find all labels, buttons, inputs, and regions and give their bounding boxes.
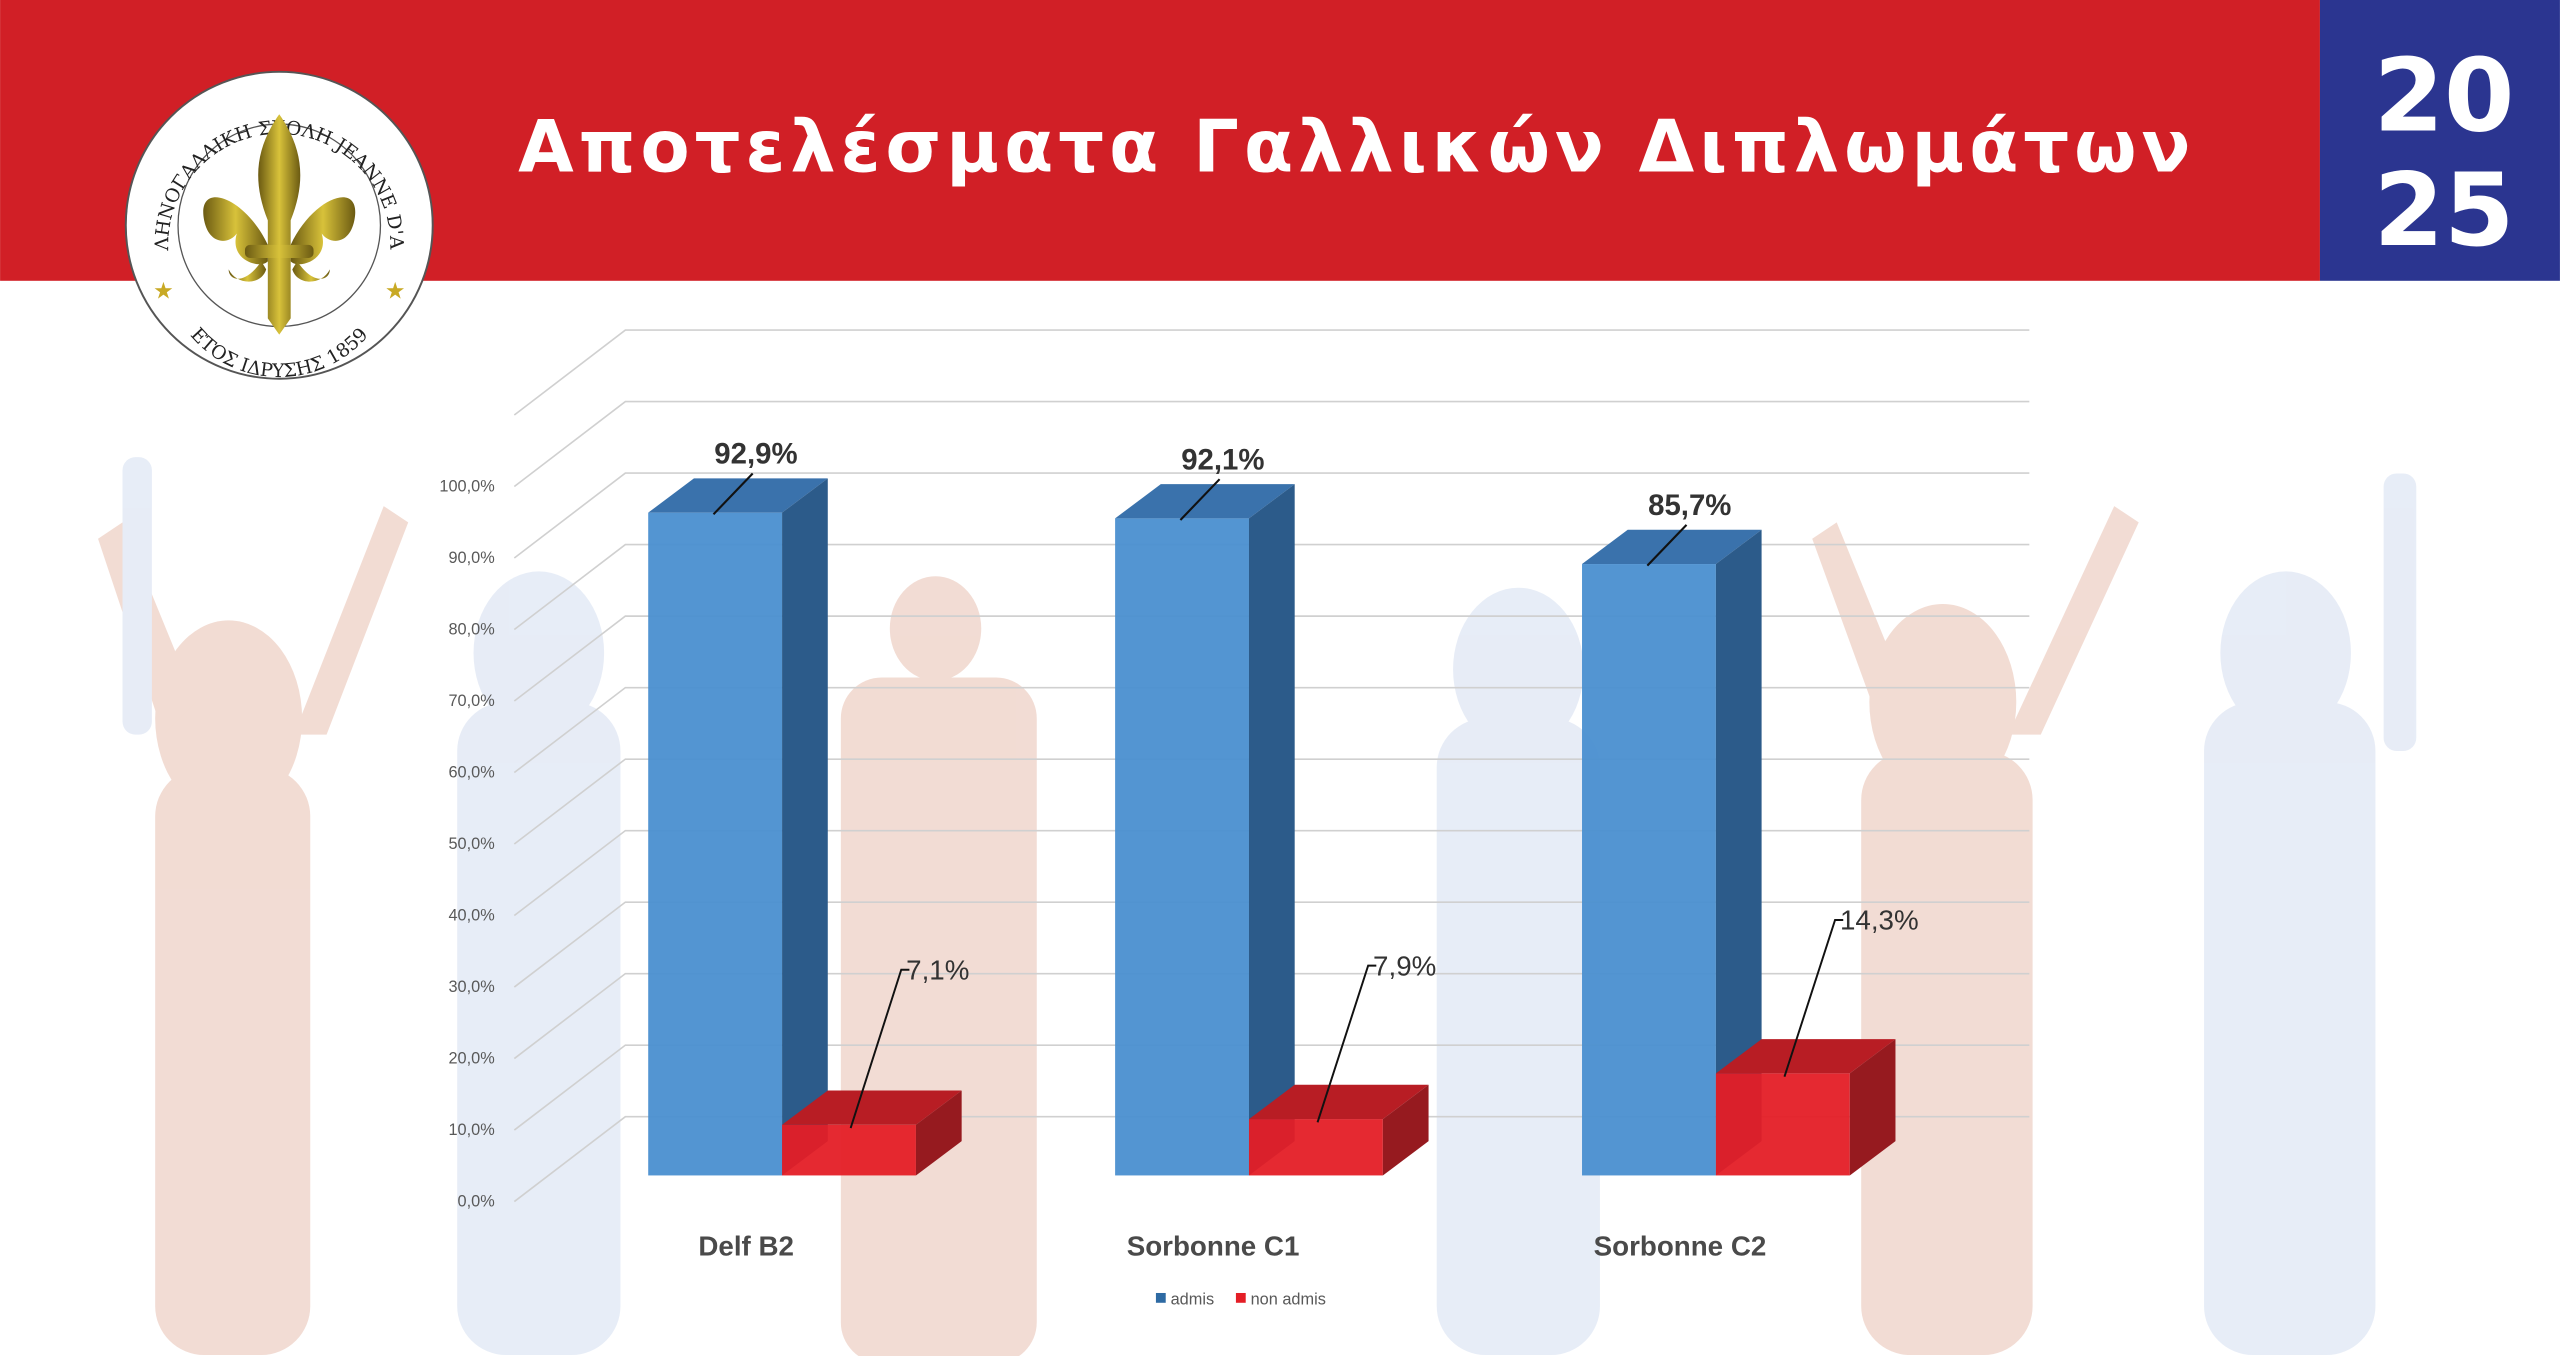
- gridline: [513, 686, 2030, 774]
- bar-front: [1248, 1119, 1383, 1176]
- y-tick-label: 80,0%: [448, 620, 494, 638]
- bar-non-admis-0: 7,1%: [782, 955, 969, 1176]
- chart: 0,0% 10,0% 20,0% 30,0% 40,0% 50,0% 60,0% 70,0% 8…: [439, 329, 2030, 1308]
- gridline: [513, 1044, 2030, 1131]
- legend-label-non-admis: non admis: [1251, 1290, 1326, 1308]
- gridline: [513, 615, 2030, 702]
- y-tick-label: 50,0%: [448, 835, 494, 853]
- bar-top: [1715, 1039, 1896, 1074]
- gridline: [513, 329, 2030, 416]
- leader-line: [1646, 524, 1688, 567]
- leader-line: [1783, 918, 1844, 1077]
- star-icon: ★: [153, 279, 173, 304]
- fleur-de-lis-icon: [203, 114, 356, 335]
- bar-top: [782, 1090, 962, 1125]
- bar-admis-2: 85,7%: [1582, 489, 1762, 1176]
- gridline: [513, 901, 2030, 988]
- bar-admis-1: 92,1%: [1115, 443, 1295, 1176]
- legend-swatch-admis: [1155, 1292, 1166, 1303]
- bar-side: [1715, 529, 1762, 1176]
- bar-top: [648, 478, 828, 513]
- gridline: [513, 829, 2030, 917]
- bar-front: [1715, 1073, 1850, 1176]
- bar-front: [782, 1124, 916, 1176]
- bar-side: [1248, 484, 1295, 1176]
- y-tick-label: 90,0%: [448, 549, 494, 567]
- y-tick-label: 10,0%: [448, 1121, 494, 1139]
- bar-non-admis-1: 7,9%: [1248, 950, 1436, 1176]
- category-label: Delf B2: [698, 1230, 794, 1261]
- bar-top: [1248, 1084, 1429, 1120]
- bar-front: [648, 512, 783, 1176]
- data-label: 85,7%: [1648, 489, 1731, 522]
- bar-top: [1115, 484, 1295, 519]
- gridline: [513, 400, 2030, 488]
- leader-line: [1179, 478, 1221, 521]
- bar-side: [1382, 1084, 1429, 1176]
- gridlines: [513, 329, 2030, 1203]
- gridline: [513, 972, 2030, 1060]
- bar-admis-0: 92,9%: [648, 438, 828, 1176]
- year-box: [2319, 0, 2560, 281]
- year-bottom: 25: [2374, 151, 2515, 269]
- data-label: 7,9%: [1373, 950, 1436, 981]
- bar-side: [782, 478, 828, 1176]
- bar-side: [915, 1090, 962, 1176]
- x-axis-categories: Delf B2 Sorbonne C1 Sorbonne C2: [698, 1230, 1766, 1261]
- data-label: 14,3%: [1840, 905, 1919, 936]
- legend-label-admis: admis: [1171, 1290, 1215, 1308]
- bar-front: [1115, 518, 1249, 1176]
- year-top: 20: [2374, 37, 2515, 155]
- category-label: Sorbonne C1: [1127, 1230, 1300, 1261]
- bar-top: [1582, 529, 1762, 565]
- y-tick-label: 30,0%: [448, 978, 494, 996]
- bar-front: [1582, 564, 1716, 1176]
- data-label: 7,1%: [906, 955, 969, 986]
- y-tick-label: 0,0%: [458, 1192, 495, 1210]
- leader-line: [1316, 964, 1377, 1123]
- y-tick-label: 20,0%: [448, 1049, 494, 1067]
- bar-non-admis-2: 14,3%: [1715, 905, 1919, 1176]
- star-icon: ★: [385, 279, 405, 304]
- category-label: Sorbonne C2: [1594, 1230, 1767, 1261]
- data-label: 92,1%: [1181, 443, 1264, 476]
- gridline: [513, 472, 2030, 559]
- data-label: 92,9%: [714, 438, 797, 471]
- gridline: [513, 543, 2030, 631]
- legend: admis non admis: [1155, 1290, 1326, 1308]
- leader-line: [712, 472, 754, 516]
- y-tick-label: 100,0%: [439, 477, 494, 495]
- y-tick-label: 60,0%: [448, 763, 494, 781]
- gridline: [513, 758, 2030, 845]
- leader-line: [849, 968, 910, 1129]
- bar-side: [1849, 1039, 1896, 1176]
- page-title: Αποτελέσματα Γαλλικών Διπλωμάτων: [518, 104, 2195, 188]
- y-axis-ticks: 0,0% 10,0% 20,0% 30,0% 40,0% 50,0% 60,0% 70,0% 8…: [439, 477, 494, 1210]
- legend-swatch-non-admis: [1235, 1292, 1246, 1303]
- gridline: [513, 1115, 2030, 1203]
- bars: 92,9% 7,1% 92,1% 7,9% 85,7% 14,3%: [648, 438, 1919, 1176]
- y-tick-label: 40,0%: [448, 906, 494, 924]
- y-tick-label: 70,0%: [448, 692, 494, 710]
